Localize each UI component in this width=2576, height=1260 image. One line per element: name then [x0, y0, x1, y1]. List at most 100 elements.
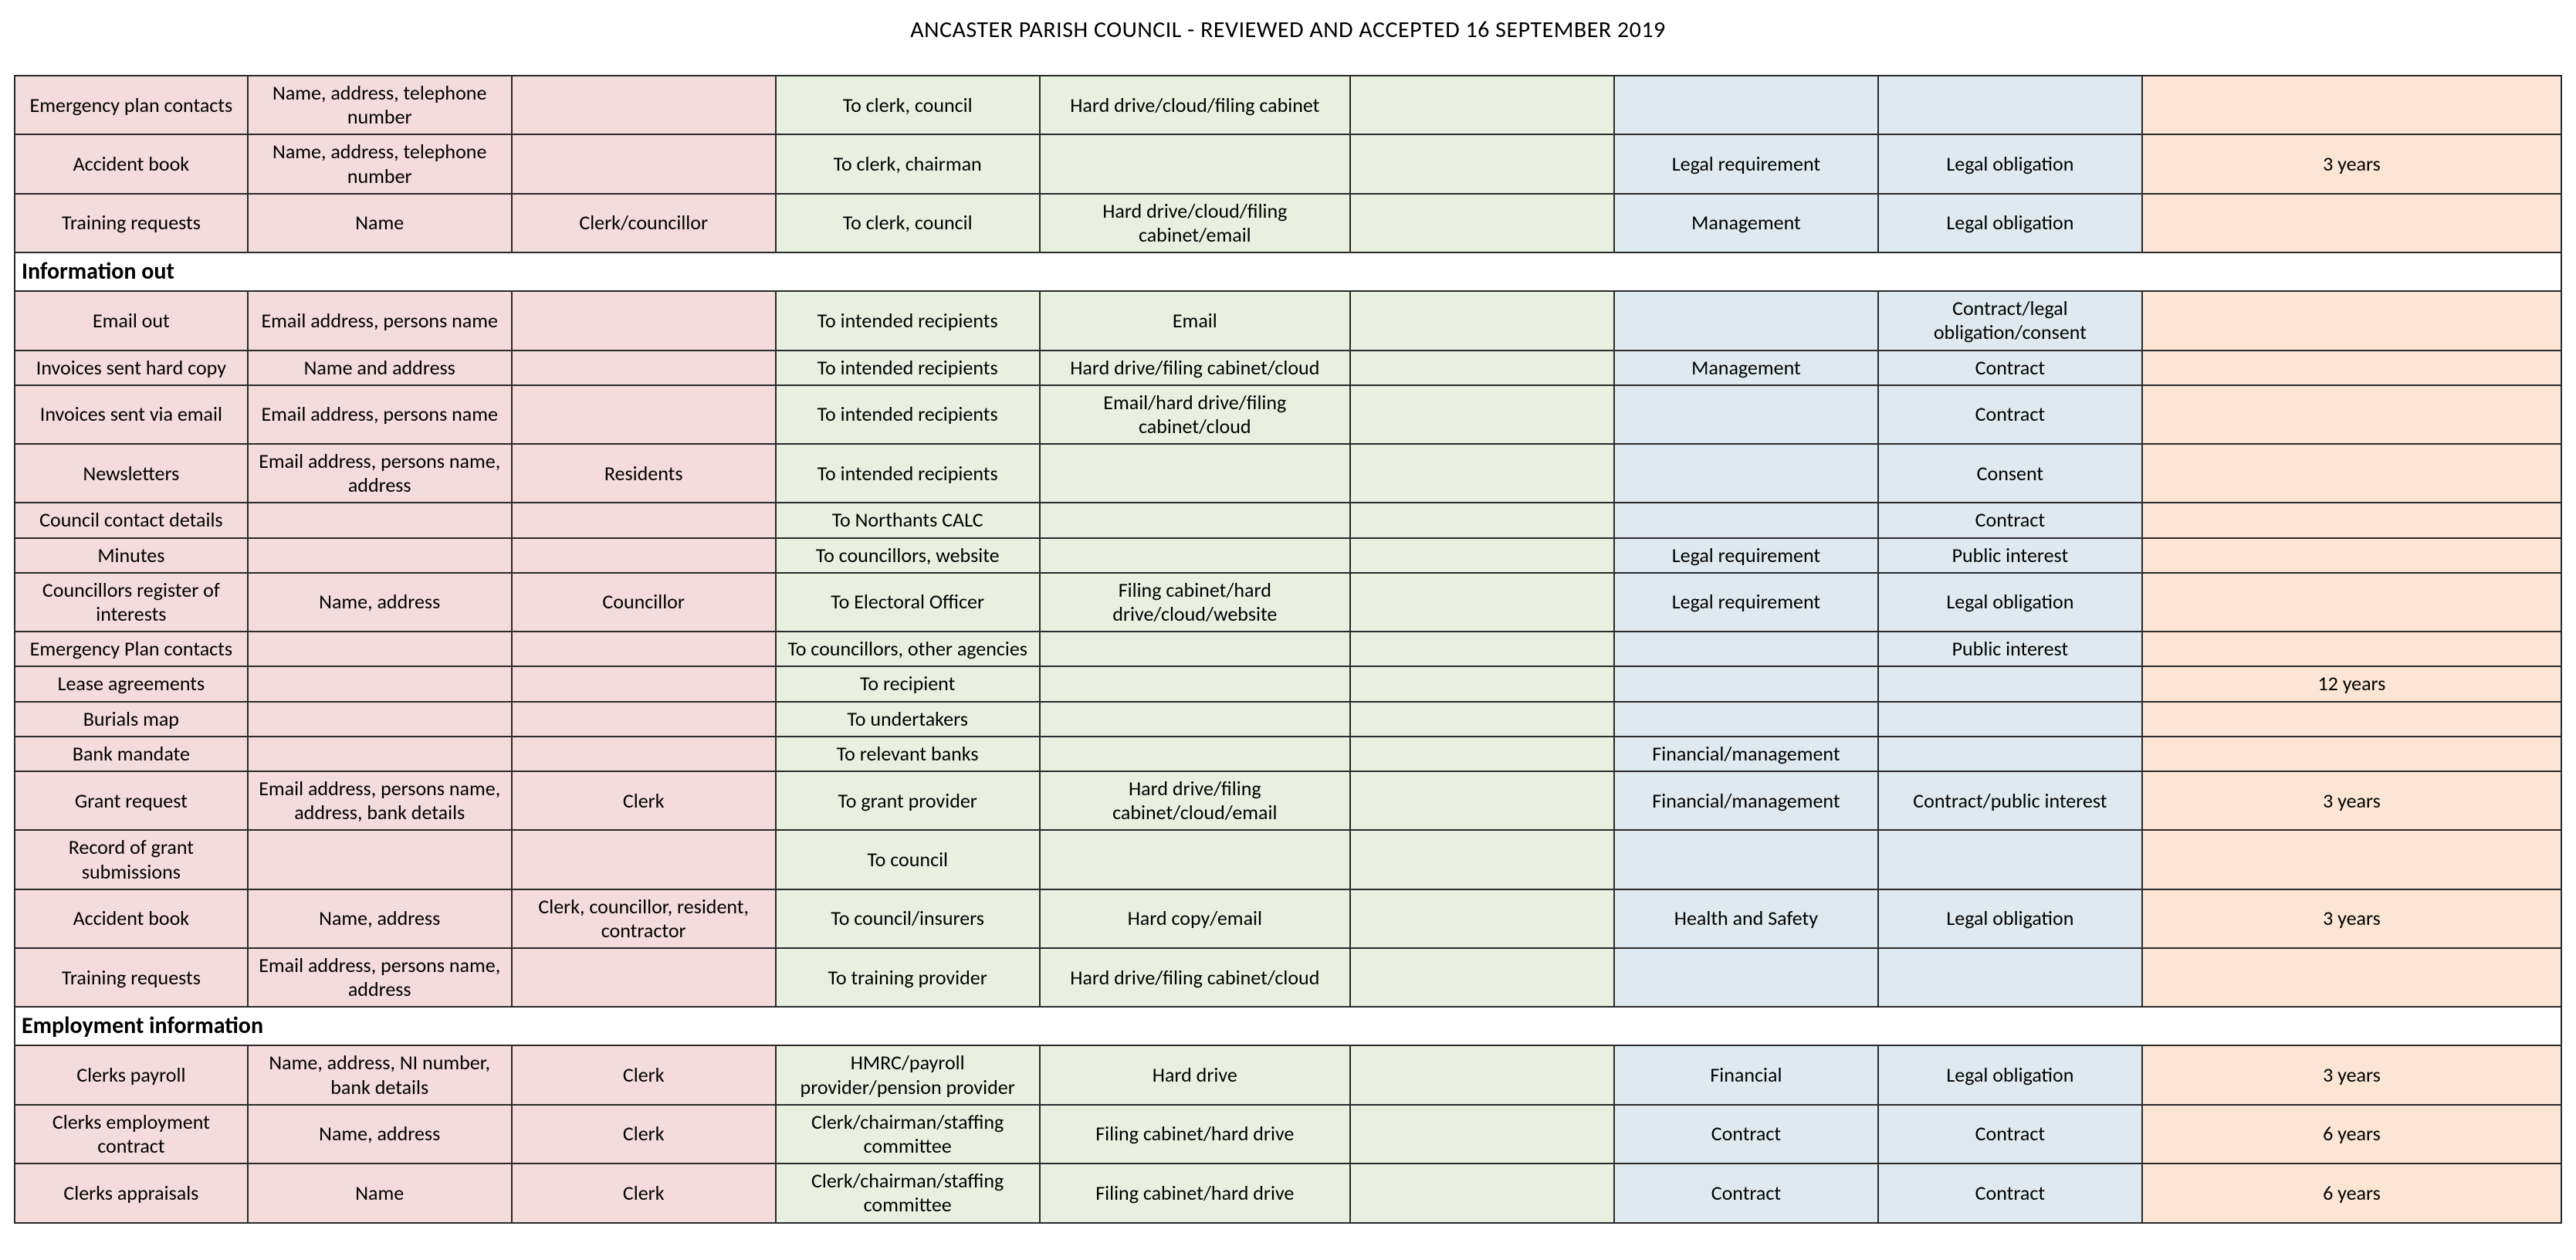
table-cell	[1878, 702, 2142, 737]
table-cell: Contract	[1878, 1163, 2142, 1222]
page-title: ANCASTER PARISH COUNCIL - REVIEWED AND A…	[14, 15, 2562, 44]
table-cell: 6 years	[2142, 1163, 2561, 1222]
table-cell: 3 years	[2142, 1045, 2561, 1104]
table-cell	[2142, 702, 2561, 737]
table-row: Clerks employment contractName, addressC…	[15, 1105, 2561, 1163]
table-cell	[1614, 830, 1878, 889]
table-cell: 3 years	[2142, 134, 2561, 193]
table-cell: Training requests	[15, 194, 248, 252]
table-cell	[1350, 737, 1614, 771]
table-cell: Financial/management	[1614, 737, 1878, 771]
table-cell: Accident book	[15, 134, 248, 193]
table-row: Burials mapTo undertakers	[15, 702, 2561, 737]
table-cell: To intended recipients	[776, 291, 1040, 350]
table-cell: Invoices sent hard copy	[15, 351, 248, 385]
table-cell	[2142, 194, 2561, 252]
table-row: MinutesTo councillors, websiteLegal requ…	[15, 538, 2561, 573]
table-cell: To Electoral Officer	[776, 573, 1040, 632]
table-cell: Clerk, councillor, resident, contractor	[512, 889, 776, 948]
table-cell: Legal obligation	[1878, 194, 2142, 252]
table-cell	[1614, 385, 1878, 444]
table-cell: Clerk	[512, 1163, 776, 1222]
table-cell: Name, address	[248, 573, 512, 632]
table-cell: Contract	[1878, 1105, 2142, 1163]
table-cell: Legal requirement	[1614, 538, 1878, 573]
table-row: Accident bookName, address, telephone nu…	[15, 134, 2561, 193]
table-cell: Hard drive/filing cabinet/cloud	[1040, 948, 1350, 1007]
table-cell	[248, 830, 512, 889]
section-row: Information out	[15, 252, 2561, 291]
table-cell: Health and Safety	[1614, 889, 1878, 948]
table-cell: Councillor	[512, 573, 776, 632]
table-cell: 3 years	[2142, 889, 2561, 948]
table-cell: HMRC/payroll provider/pension provider	[776, 1045, 1040, 1104]
table-row: Councillors register of interestsName, a…	[15, 573, 2561, 632]
table-cell	[512, 632, 776, 666]
table-cell: To grant provider	[776, 771, 1040, 830]
table-cell: Public interest	[1878, 632, 2142, 666]
table-cell	[512, 830, 776, 889]
table-cell	[1040, 444, 1350, 503]
table-cell: Email address, persons name	[248, 291, 512, 350]
table-cell	[2142, 737, 2561, 771]
table-cell: Bank mandate	[15, 737, 248, 771]
table-cell: Hard drive/cloud/filing cabinet/email	[1040, 194, 1350, 252]
table-cell: To intended recipients	[776, 444, 1040, 503]
table-cell	[1350, 632, 1614, 666]
table-cell: To recipient	[776, 666, 1040, 701]
table-cell	[2142, 385, 2561, 444]
table-cell: Lease agreements	[15, 666, 248, 701]
table-cell: Email out	[15, 291, 248, 350]
table-cell	[1350, 889, 1614, 948]
table-cell	[1350, 194, 1614, 252]
table-cell: To training provider	[776, 948, 1040, 1007]
table-cell: Minutes	[15, 538, 248, 573]
page-root: ANCASTER PARISH COUNCIL - REVIEWED AND A…	[0, 0, 2576, 1255]
table-row: NewslettersEmail address, persons name, …	[15, 444, 2561, 503]
table-cell: Residents	[512, 444, 776, 503]
table-cell	[2142, 76, 2561, 134]
table-cell: Newsletters	[15, 444, 248, 503]
table-row: Grant requestEmail address, persons name…	[15, 771, 2561, 830]
table-row: Invoices sent via emailEmail address, pe…	[15, 385, 2561, 444]
table-cell	[248, 632, 512, 666]
table-cell: 6 years	[2142, 1105, 2561, 1163]
table-cell: To clerk, council	[776, 194, 1040, 252]
table-cell	[1350, 948, 1614, 1007]
table-row: Clerks payrollName, address, NI number, …	[15, 1045, 2561, 1104]
table-cell	[1878, 76, 2142, 134]
table-cell	[1614, 632, 1878, 666]
table-cell: Filing cabinet/hard drive	[1040, 1105, 1350, 1163]
table-cell	[1350, 134, 1614, 193]
table-cell	[1040, 503, 1350, 537]
table-cell	[1040, 702, 1350, 737]
table-cell	[2142, 291, 2561, 350]
table-cell: Name, address	[248, 889, 512, 948]
table-cell: Financial/management	[1614, 771, 1878, 830]
table-cell: Grant request	[15, 771, 248, 830]
table-cell	[1350, 76, 1614, 134]
table-cell	[1040, 666, 1350, 701]
table-row: Invoices sent hard copyName and addressT…	[15, 351, 2561, 385]
table-cell: Hard copy/email	[1040, 889, 1350, 948]
table-cell: Clerk	[512, 1045, 776, 1104]
table-cell	[512, 702, 776, 737]
table-row: Council contact detailsTo Northants CALC…	[15, 503, 2561, 537]
table-cell: Contract	[1878, 503, 2142, 537]
table-cell: Email address, persons name	[248, 385, 512, 444]
table-cell	[1040, 632, 1350, 666]
table-cell: Name and address	[248, 351, 512, 385]
section-row: Employment information	[15, 1007, 2561, 1045]
table-row: Emergency Plan contactsTo councillors, o…	[15, 632, 2561, 666]
table-cell: Name, address, NI number, bank details	[248, 1045, 512, 1104]
table-cell: Clerks payroll	[15, 1045, 248, 1104]
table-cell	[1878, 666, 2142, 701]
table-cell	[1350, 666, 1614, 701]
table-cell: To undertakers	[776, 702, 1040, 737]
table-cell	[1040, 134, 1350, 193]
table-cell	[512, 948, 776, 1007]
table-cell: Invoices sent via email	[15, 385, 248, 444]
table-cell	[1614, 444, 1878, 503]
table-cell: Email address, persons name, address, ba…	[248, 771, 512, 830]
table-cell	[1040, 830, 1350, 889]
